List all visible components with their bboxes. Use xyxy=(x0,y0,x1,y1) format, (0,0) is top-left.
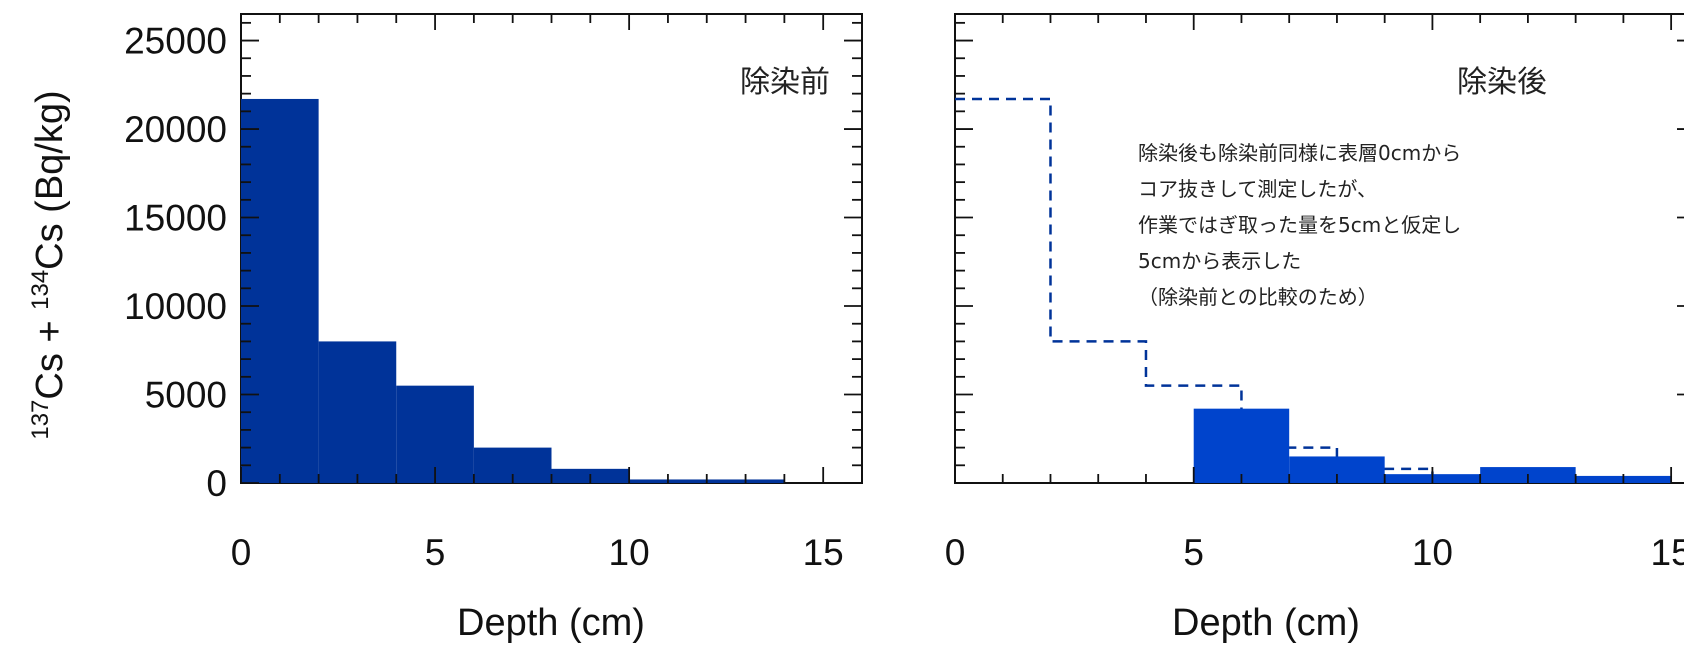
bar-1 xyxy=(318,341,397,483)
x-axis-title-before: Depth (cm) xyxy=(457,602,645,644)
y-tick-label: 25000 xyxy=(124,21,227,62)
x-tick-label: 0 xyxy=(231,532,252,573)
bar-0 xyxy=(1193,408,1290,483)
x-tick-label: 10 xyxy=(609,532,650,573)
x-tick-label: 5 xyxy=(425,532,446,573)
annotation-line-2: 作業ではぎ取った量を5cmと仮定し xyxy=(1138,213,1461,237)
y-axis-title-cs-second: Cs (Bq/kg) xyxy=(29,90,71,269)
x-tick-label: 15 xyxy=(1651,532,1684,573)
annotation-line-0: 除染後も除染前同様に表層0cmから xyxy=(1138,141,1461,165)
annotation-line-1: コア抜きして測定したが、 xyxy=(1138,177,1377,201)
y-tick-label: 0 xyxy=(206,463,227,504)
x-tick-label: 15 xyxy=(803,532,844,573)
y-tick-label: 15000 xyxy=(124,198,227,239)
plot-frame-after xyxy=(954,13,1684,484)
annotation-note: 除染後も除染前同様に表層0cmからコア抜きして測定したが、作業ではぎ取った量を5… xyxy=(1138,141,1461,309)
chart-panel-after: 0 5 10 15 除染後 除染後も除染前同様に表層0cmからコア抜きして測定したが、… xyxy=(945,13,1684,644)
panel-label-before: 除染前 xyxy=(740,65,830,100)
bar-0 xyxy=(241,98,319,484)
x-tick-label: 10 xyxy=(1412,532,1453,573)
y-tick-label: 5000 xyxy=(145,375,227,416)
y-tick-label: 20000 xyxy=(124,109,227,150)
y-axis-title-cs-first: Cs + xyxy=(29,310,71,400)
x-tick-label: 0 xyxy=(945,532,966,573)
chart-panel-before: 0 5 10 15 0 5000 10000 15000 20000 25000 除染前 Dept… xyxy=(27,13,863,644)
x-axis-title-after: Depth (cm) xyxy=(1172,602,1360,644)
y-axis-title-superscript-134: 134 xyxy=(27,270,54,310)
annotation-line-3: 5cmから表示した xyxy=(1138,249,1301,273)
y-axis-title-superscript-137: 137 xyxy=(27,400,54,440)
panel-label-after: 除染後 xyxy=(1457,65,1547,100)
annotation-line-4: （除染前との比較のため） xyxy=(1138,285,1378,309)
y-tick-label: 10000 xyxy=(124,286,227,327)
bar-2 xyxy=(396,385,474,483)
y-axis-title: 137Cs + 134Cs (Bq/kg) xyxy=(27,90,71,439)
x-tick-label: 5 xyxy=(1183,532,1204,573)
